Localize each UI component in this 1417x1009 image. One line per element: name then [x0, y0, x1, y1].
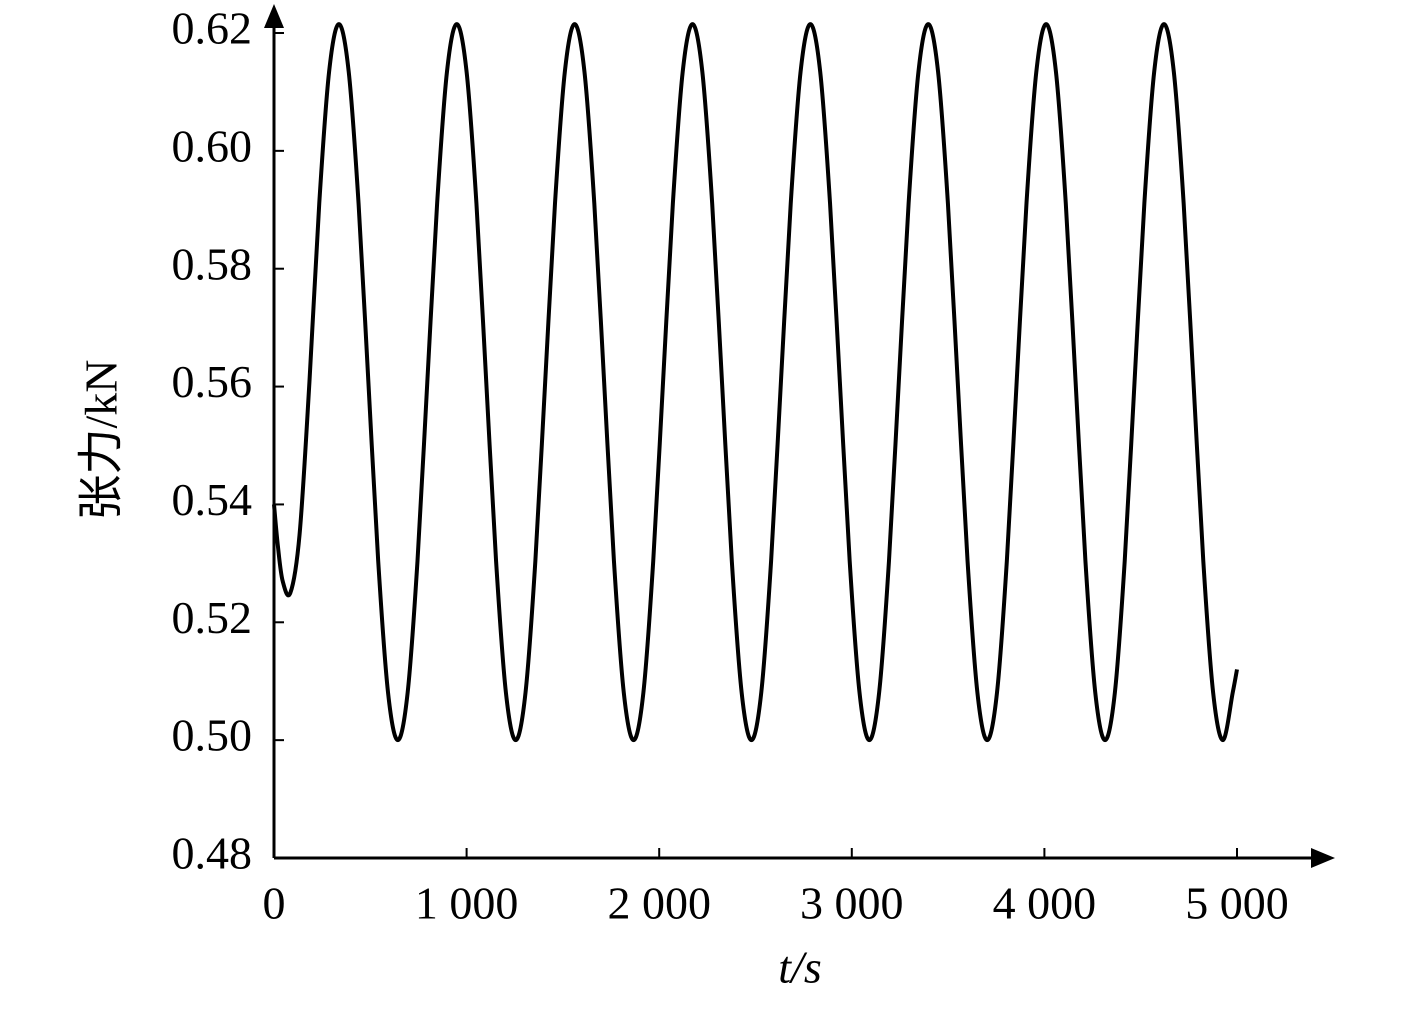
- x-axis-label: t/s: [778, 942, 821, 993]
- x-tick-label: 3 000: [800, 878, 904, 929]
- y-tick-label: 0.50: [172, 710, 253, 761]
- y-arrow: [264, 4, 284, 28]
- x-tick-label: 4 000: [993, 878, 1097, 929]
- x-tick-label: 0: [263, 878, 286, 929]
- x-tick-label: 2 000: [607, 878, 711, 929]
- y-tick-label: 0.54: [172, 474, 253, 525]
- y-tick-label: 0.48: [172, 828, 253, 879]
- y-axis-label: 张力/kN: [76, 360, 127, 521]
- y-tick-label: 0.56: [172, 356, 253, 407]
- line: [272, 22, 1239, 743]
- y-tick-label: 0.60: [172, 120, 253, 171]
- x-tick-label: 5 000: [1185, 878, 1289, 929]
- y-tick-label: 0.62: [172, 3, 253, 54]
- y-tick-label: 0.52: [172, 592, 253, 643]
- x-tick-label: 1 000: [415, 878, 519, 929]
- y-tick-label: 0.58: [172, 238, 253, 289]
- x-arrow: [1311, 848, 1335, 868]
